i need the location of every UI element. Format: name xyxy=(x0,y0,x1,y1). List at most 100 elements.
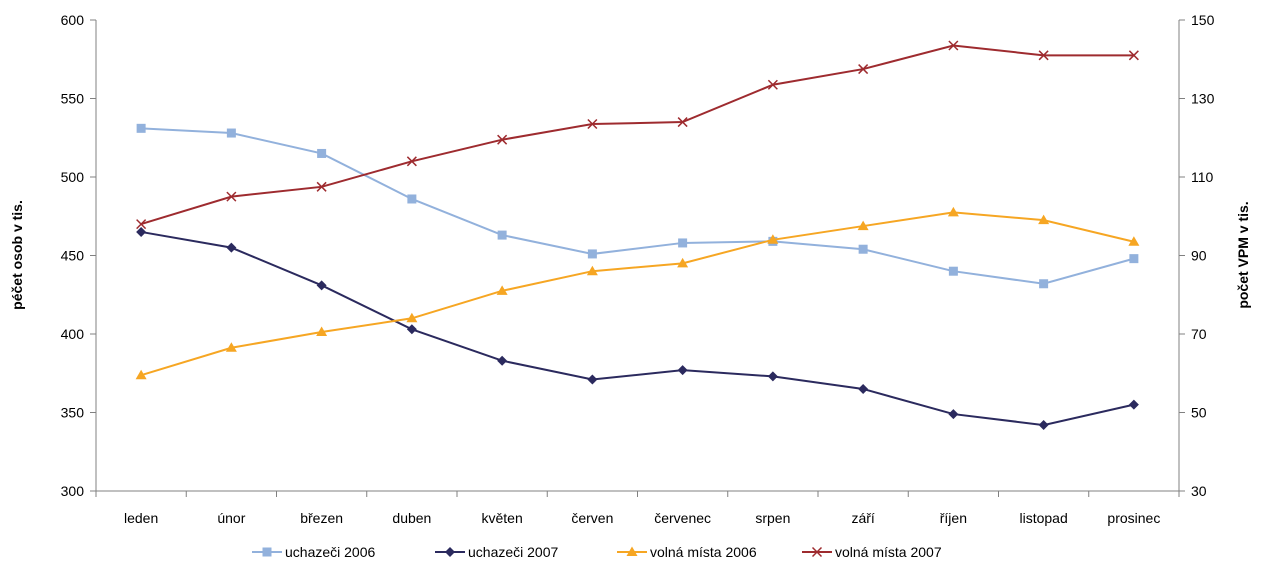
legend-item: uchazeči 2007 xyxy=(435,544,559,560)
series-2-point xyxy=(136,226,147,237)
legend-label: uchazeči 2007 xyxy=(468,544,559,560)
series-4-point-stroke xyxy=(677,117,688,128)
x-tick-label: září xyxy=(851,510,874,526)
series-1-point xyxy=(678,238,688,248)
series-4-point-stroke xyxy=(497,134,508,145)
series-3-line xyxy=(140,211,1135,377)
x-axis-ticks: leden únor březen duben květen červen červenec… xyxy=(95,491,1180,526)
x-tick-label: říjen xyxy=(940,510,967,526)
x-tick-label: březen xyxy=(300,510,343,526)
x-tick-label: listopad xyxy=(1019,510,1067,526)
series-4-point-stroke xyxy=(406,156,417,167)
legend: uchazeči 2006 uchazeči 2007 volná místa 20… xyxy=(252,544,942,560)
series-2-point xyxy=(948,409,959,420)
left-tick-label: 350 xyxy=(61,405,85,421)
left-axis-ticks: 300 350 400 450 500 550 600 xyxy=(61,12,96,499)
series-4-point xyxy=(858,64,869,75)
series-4-point xyxy=(406,156,417,167)
series-4-point xyxy=(948,40,959,51)
series-4-point-stroke xyxy=(136,219,147,230)
series-4-point xyxy=(767,79,778,90)
series-3-point xyxy=(677,257,689,268)
series-3-point xyxy=(586,265,598,276)
series-2-point xyxy=(677,365,688,376)
series-1-point xyxy=(1039,279,1049,289)
series-2-point xyxy=(767,371,778,382)
x-tick-label: srpen xyxy=(755,510,790,526)
series-4-point-stroke xyxy=(767,79,778,90)
series-2-point xyxy=(406,324,417,335)
right-tick-label: 50 xyxy=(1191,405,1207,421)
series-1 xyxy=(136,123,1139,289)
legend-swatch-marker xyxy=(811,546,823,558)
series-4-point xyxy=(677,117,688,128)
series-3-point xyxy=(316,326,328,337)
series-1-point xyxy=(948,266,958,276)
series-3 xyxy=(135,206,1140,380)
legend-item: uchazeči 2006 xyxy=(252,544,376,560)
series-4-point xyxy=(226,191,237,202)
series-1-point xyxy=(497,230,507,240)
x-tick-label: červenec xyxy=(654,510,711,526)
right-tick-label: 70 xyxy=(1191,326,1207,342)
legend-swatch-marker xyxy=(445,547,455,557)
left-tick-label: 600 xyxy=(61,12,85,28)
series-4-point-stroke xyxy=(858,64,869,75)
series-3-point xyxy=(406,312,418,323)
series-1-point xyxy=(136,123,146,133)
series-1-point xyxy=(317,148,327,158)
right-tick-label: 30 xyxy=(1191,483,1207,499)
legend-swatch-marker xyxy=(262,547,272,557)
legend-label: uchazeči 2006 xyxy=(285,544,376,560)
series-1-point xyxy=(407,194,417,204)
series-1-point xyxy=(1129,254,1139,264)
series-4-point xyxy=(1038,50,1049,61)
series-4-point xyxy=(1128,50,1139,61)
series-3-point xyxy=(135,369,147,380)
x-tick-label: únor xyxy=(217,510,245,526)
series-2 xyxy=(136,226,1139,431)
legend-swatch-marker-stroke xyxy=(811,546,823,558)
series-4 xyxy=(136,40,1139,230)
legend-item: volná místa 2006 xyxy=(617,544,757,560)
left-axis-title: péčet osob v tis. xyxy=(9,200,25,310)
x-tick-label: duben xyxy=(392,510,431,526)
series-3-point xyxy=(1038,214,1050,225)
legend-item: volná místa 2007 xyxy=(802,544,942,560)
left-tick-label: 400 xyxy=(61,326,85,342)
series-4-point-stroke xyxy=(226,191,237,202)
left-tick-label: 300 xyxy=(61,483,85,499)
series-3-point xyxy=(767,234,779,244)
series-1-point xyxy=(587,249,597,259)
x-tick-label: prosinec xyxy=(1107,510,1160,526)
series-4-point xyxy=(497,134,508,145)
series-4-line xyxy=(140,44,1134,226)
x-tick-label: květen xyxy=(482,510,523,526)
series-2-point xyxy=(587,374,598,385)
series-4-point-stroke xyxy=(316,181,327,192)
series-2-point xyxy=(1038,420,1049,431)
series-2-point xyxy=(497,355,508,366)
x-tick-label: leden xyxy=(124,510,158,526)
series-group xyxy=(135,40,1140,431)
series-2-line xyxy=(140,230,1135,427)
series-4-point-stroke xyxy=(1038,50,1049,61)
series-4-point xyxy=(587,118,598,130)
series-2-point xyxy=(226,242,237,253)
series-2-point xyxy=(1128,399,1139,410)
right-axis-title: počet VPM v tis. xyxy=(1235,201,1251,308)
right-axis-ticks: 30 50 70 90 110 130 150 xyxy=(1179,12,1215,499)
series-4-point xyxy=(316,181,327,192)
series-1-point xyxy=(858,244,868,254)
right-tick-label: 90 xyxy=(1191,248,1207,264)
series-2-point xyxy=(858,383,869,394)
series-4-point-stroke xyxy=(1128,50,1139,61)
legend-label: volná místa 2007 xyxy=(835,544,942,560)
series-3-point xyxy=(1128,236,1140,246)
series-3-point xyxy=(496,285,508,295)
series-2-point xyxy=(316,280,327,291)
series-1-point xyxy=(226,128,236,138)
series-3-point xyxy=(225,342,237,352)
right-tick-label: 110 xyxy=(1191,169,1214,185)
